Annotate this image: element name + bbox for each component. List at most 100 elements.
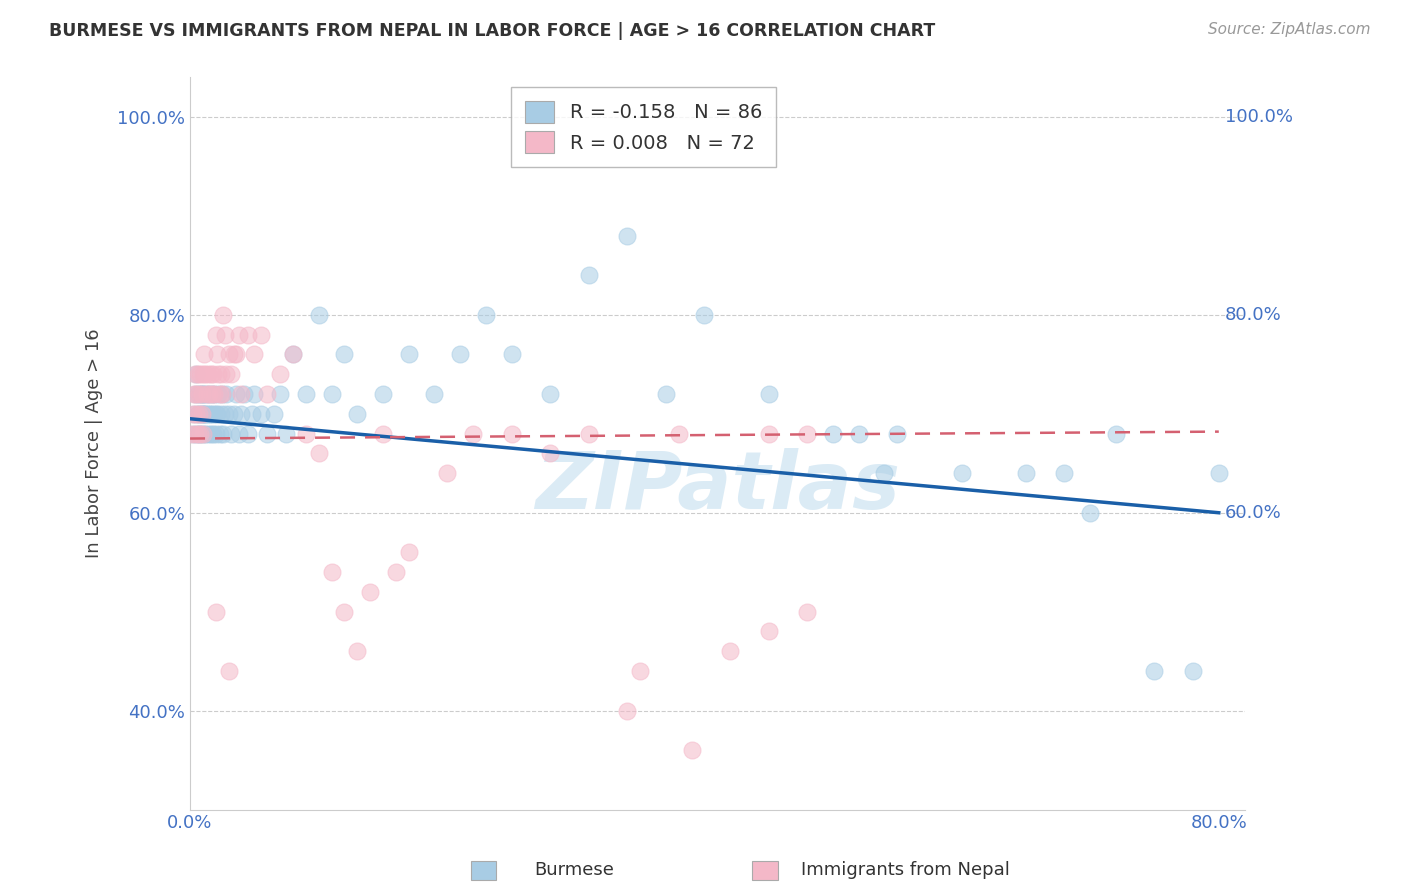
Point xyxy=(211,387,233,401)
Text: Immigrants from Nepal: Immigrants from Nepal xyxy=(801,861,1011,879)
Point xyxy=(371,387,394,401)
Point xyxy=(209,407,232,421)
Point xyxy=(219,426,242,441)
Point xyxy=(184,426,207,441)
Point xyxy=(578,426,600,441)
Point xyxy=(184,387,207,401)
Text: BURMESE VS IMMIGRANTS FROM NEPAL IN LABOR FORCE | AGE > 16 CORRELATION CHART: BURMESE VS IMMIGRANTS FROM NEPAL IN LABO… xyxy=(49,22,935,40)
Point xyxy=(188,387,211,401)
Point xyxy=(256,387,278,401)
Point xyxy=(225,347,247,361)
Point xyxy=(398,347,420,361)
Text: Source: ZipAtlas.com: Source: ZipAtlas.com xyxy=(1208,22,1371,37)
Point xyxy=(1182,664,1205,678)
Point xyxy=(188,368,211,382)
Point xyxy=(186,407,208,421)
Point xyxy=(183,407,205,421)
Point xyxy=(294,387,316,401)
Point xyxy=(208,426,231,441)
Point xyxy=(205,347,228,361)
Point xyxy=(214,407,236,421)
Point xyxy=(243,347,266,361)
Point xyxy=(200,368,222,382)
Point xyxy=(186,426,208,441)
Y-axis label: In Labor Force | Age > 16: In Labor Force | Age > 16 xyxy=(86,328,103,558)
Point xyxy=(188,426,211,441)
Point xyxy=(718,644,741,658)
Point xyxy=(249,327,271,342)
Point xyxy=(202,407,225,421)
Text: 100.0%: 100.0% xyxy=(1225,108,1294,126)
Point xyxy=(281,347,304,361)
Point xyxy=(1015,466,1038,480)
Point xyxy=(655,387,678,401)
Point xyxy=(256,426,278,441)
Point xyxy=(233,387,256,401)
Point xyxy=(191,368,214,382)
Point xyxy=(281,347,304,361)
Point xyxy=(218,664,240,678)
Point xyxy=(461,426,484,441)
Point xyxy=(616,228,638,243)
Point xyxy=(950,466,973,480)
Point xyxy=(186,387,208,401)
Point xyxy=(236,426,259,441)
Point xyxy=(197,368,219,382)
Point xyxy=(321,565,343,579)
Point xyxy=(212,426,235,441)
Point xyxy=(873,466,896,480)
Point xyxy=(321,387,343,401)
Point xyxy=(194,426,217,441)
Point xyxy=(308,308,330,322)
Point xyxy=(294,426,316,441)
Point xyxy=(188,426,211,441)
Point xyxy=(200,426,222,441)
Point xyxy=(193,387,215,401)
Point xyxy=(538,387,561,401)
Point xyxy=(188,387,211,401)
Point xyxy=(1105,426,1128,441)
Point xyxy=(190,407,212,421)
Point xyxy=(308,446,330,460)
Point xyxy=(219,368,242,382)
Point xyxy=(436,466,458,480)
Point xyxy=(204,327,226,342)
Point xyxy=(538,446,561,460)
Point xyxy=(886,426,908,441)
Point xyxy=(398,545,420,559)
Point xyxy=(333,605,356,619)
Point xyxy=(693,308,716,322)
Point xyxy=(187,407,209,421)
Point xyxy=(212,308,235,322)
Point xyxy=(269,387,291,401)
Point xyxy=(222,347,245,361)
Point xyxy=(346,407,368,421)
Point xyxy=(449,347,471,361)
Point xyxy=(222,407,245,421)
Point xyxy=(1053,466,1076,480)
Point xyxy=(183,387,205,401)
Point xyxy=(236,327,259,342)
Point xyxy=(240,407,263,421)
Text: Burmese: Burmese xyxy=(534,861,614,879)
Point xyxy=(228,426,250,441)
Point xyxy=(207,387,229,401)
Point xyxy=(191,426,214,441)
Text: 80.0%: 80.0% xyxy=(1225,306,1282,324)
Point xyxy=(214,327,236,342)
Point xyxy=(186,368,208,382)
Point xyxy=(758,426,780,441)
Point xyxy=(187,426,209,441)
Point xyxy=(628,664,651,678)
Point xyxy=(475,308,498,322)
Point xyxy=(821,426,844,441)
Point xyxy=(198,387,221,401)
Point xyxy=(371,426,394,441)
Point xyxy=(333,347,356,361)
Point xyxy=(204,407,226,421)
Point xyxy=(198,387,221,401)
Point xyxy=(190,387,212,401)
Point xyxy=(1208,466,1230,480)
Point xyxy=(758,387,780,401)
Point xyxy=(202,368,225,382)
